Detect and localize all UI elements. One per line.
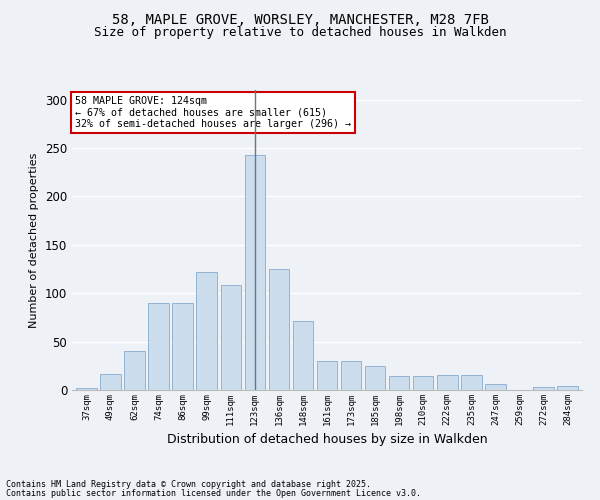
Bar [124,352,145,390]
Bar [196,272,217,390]
Text: Contains HM Land Registry data © Crown copyright and database right 2025.: Contains HM Land Registry data © Crown c… [6,480,371,489]
Bar [172,303,193,390]
Bar [100,374,121,390]
Y-axis label: Number of detached properties: Number of detached properties [29,152,40,328]
Bar [293,322,313,390]
Bar [557,386,578,390]
Bar [413,376,433,390]
Bar [533,387,554,390]
Bar [148,303,169,390]
Bar [245,155,265,390]
X-axis label: Distribution of detached houses by size in Walkden: Distribution of detached houses by size … [167,434,487,446]
Text: 58 MAPLE GROVE: 124sqm
← 67% of detached houses are smaller (615)
32% of semi-de: 58 MAPLE GROVE: 124sqm ← 67% of detached… [74,96,350,129]
Bar [269,269,289,390]
Bar [365,366,385,390]
Bar [221,284,241,390]
Text: Contains public sector information licensed under the Open Government Licence v3: Contains public sector information licen… [6,489,421,498]
Bar [317,361,337,390]
Text: Size of property relative to detached houses in Walkden: Size of property relative to detached ho… [94,26,506,39]
Bar [76,388,97,390]
Bar [461,374,482,390]
Bar [485,384,506,390]
Bar [389,376,409,390]
Bar [437,374,458,390]
Bar [341,361,361,390]
Text: 58, MAPLE GROVE, WORSLEY, MANCHESTER, M28 7FB: 58, MAPLE GROVE, WORSLEY, MANCHESTER, M2… [112,12,488,26]
